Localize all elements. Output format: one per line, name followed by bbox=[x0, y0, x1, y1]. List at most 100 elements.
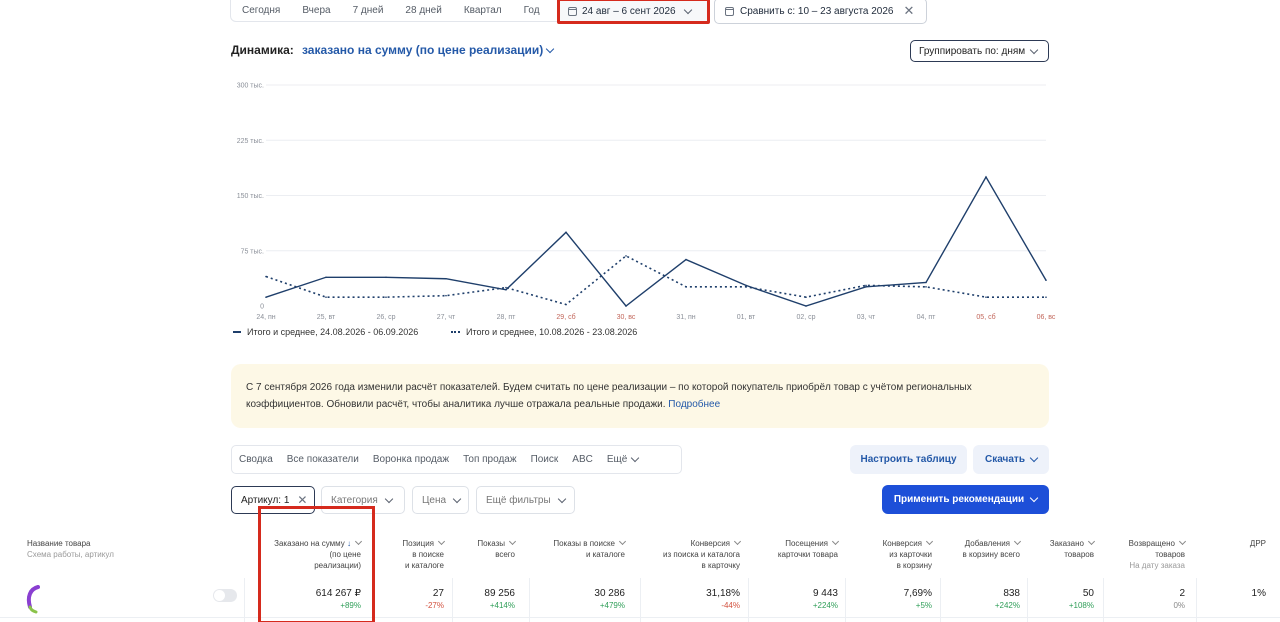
chevron-down-icon[interactable] bbox=[618, 537, 627, 546]
data-point-previous bbox=[445, 294, 447, 297]
cell-conversion-to-cart: 7,69% +5% bbox=[847, 588, 932, 612]
cell-value: 1% bbox=[1251, 588, 1266, 599]
cell-cart-additions: 838 +242% bbox=[925, 588, 1020, 612]
data-point-previous bbox=[265, 275, 267, 278]
data-point-previous bbox=[745, 286, 747, 288]
cell-ordered-items: 50 +108% bbox=[1029, 588, 1094, 612]
more-filters[interactable]: Ещё фильтры bbox=[476, 486, 575, 514]
tab-abc[interactable]: ABC bbox=[572, 454, 593, 465]
close-icon[interactable]: ✕ bbox=[903, 3, 915, 18]
cell-delta: -44% bbox=[721, 601, 740, 610]
data-point-current bbox=[745, 284, 747, 287]
data-point-previous bbox=[865, 284, 867, 287]
column-header-impressions-total[interactable]: Показы всего bbox=[455, 537, 517, 560]
sort-desc-icon[interactable]: ↓ bbox=[344, 539, 351, 548]
period-7-days-button[interactable]: 7 дней bbox=[352, 5, 384, 16]
article-filter[interactable]: Артикул: 1 ✕ bbox=[231, 486, 315, 514]
chevron-down-icon[interactable] bbox=[1087, 537, 1096, 546]
x-tick-label: 31, пн bbox=[676, 314, 695, 321]
calculation-notice: С 7 сентября 2026 года изменили расчёт п… bbox=[231, 364, 1049, 428]
tab-more[interactable]: Ещё bbox=[600, 453, 645, 465]
apply-recommendations-button[interactable]: Применить рекомендации bbox=[882, 485, 1049, 514]
column-header-ordered-sum[interactable]: Заказано на сумму ↓ (по цене реализации) bbox=[241, 537, 363, 571]
data-point-current bbox=[925, 281, 927, 284]
chevron-down-icon[interactable] bbox=[508, 537, 517, 546]
data-point-previous bbox=[385, 296, 387, 298]
column-header-text: и каталоге bbox=[404, 561, 444, 570]
column-header-text: Заказано bbox=[1029, 537, 1096, 549]
tab-top-sales[interactable]: Топ продаж bbox=[463, 454, 517, 465]
column-header-card-visits[interactable]: Посещения карточки товара bbox=[748, 537, 840, 560]
group-by-select[interactable]: Группировать по: дням bbox=[910, 40, 1049, 62]
row-divider bbox=[0, 617, 1280, 618]
chevron-down-icon[interactable] bbox=[1178, 537, 1187, 546]
cell-ordered-sum: 614 267 ₽ +89% bbox=[241, 588, 361, 612]
column-header-search-position[interactable]: Позиция в поиске и каталоге bbox=[374, 537, 446, 571]
period-today-button[interactable]: Сегодня bbox=[242, 5, 281, 16]
download-button[interactable]: Скачать bbox=[973, 445, 1049, 474]
column-divider bbox=[1027, 578, 1028, 622]
metric-selector[interactable]: заказано на сумму (по цене реализации) bbox=[302, 43, 555, 57]
legend-solid-swatch bbox=[233, 331, 241, 333]
column-header-text: ДРР bbox=[1249, 539, 1266, 548]
column-header-product[interactable]: Название товара Схема работы, артикул bbox=[27, 538, 114, 560]
article-filter-label: Артикул: 1 bbox=[241, 494, 290, 506]
close-icon[interactable]: ✕ bbox=[297, 493, 308, 507]
tab-all-metrics[interactable]: Все показатели bbox=[286, 454, 359, 465]
product-toggle[interactable] bbox=[213, 589, 237, 602]
product-thumbnail[interactable] bbox=[24, 583, 46, 615]
cell-impressions-total: 89 256 +414% bbox=[455, 588, 515, 612]
product-image-icon bbox=[26, 585, 40, 614]
column-header-ordered-items[interactable]: Заказано товаров bbox=[1029, 537, 1096, 560]
period-28-days-button[interactable]: 28 дней bbox=[405, 5, 442, 16]
column-header-conversion-to-card[interactable]: Конверсия из поиска и каталога в карточку bbox=[630, 537, 742, 571]
cell-delta: +224% bbox=[812, 601, 838, 610]
metric-label: заказано на сумму (по цене реализации) bbox=[302, 43, 544, 57]
column-header-conversion-to-cart[interactable]: Конверсия из карточки в корзину bbox=[847, 537, 934, 571]
x-tick-label: 27, чт bbox=[437, 314, 456, 321]
period-quarter-button[interactable]: Квартал bbox=[463, 5, 502, 16]
chevron-down-icon bbox=[1029, 453, 1039, 463]
cell-delta: +242% bbox=[994, 601, 1020, 610]
data-point-current bbox=[625, 305, 627, 307]
column-divider bbox=[1196, 578, 1197, 622]
notice-more-link[interactable]: Подробнее bbox=[668, 399, 721, 410]
tab-search[interactable]: Поиск bbox=[530, 454, 559, 465]
column-header-impressions-search[interactable]: Показы в поиске и каталоге bbox=[530, 537, 627, 560]
column-header-text: реализации) bbox=[314, 561, 361, 570]
chevron-down-icon bbox=[546, 44, 555, 53]
series-line-previous bbox=[265, 254, 1046, 306]
cell-value: 9 443 bbox=[812, 588, 838, 599]
category-filter[interactable]: Категория bbox=[321, 486, 405, 514]
period-yesterday-button[interactable]: Вчера bbox=[302, 5, 331, 16]
x-tick-label: 29, сб bbox=[556, 313, 575, 321]
data-point-current bbox=[985, 176, 987, 178]
column-divider bbox=[1103, 578, 1104, 622]
chevron-down-icon[interactable] bbox=[1013, 537, 1022, 546]
cell-delta: -27% bbox=[425, 601, 444, 610]
cell-value: 614 267 ₽ bbox=[315, 588, 361, 599]
configure-table-button[interactable]: Настроить таблицу bbox=[850, 445, 967, 474]
cell-delta: +5% bbox=[915, 601, 932, 610]
cell-value: 27 bbox=[432, 588, 444, 599]
column-header-drr[interactable]: ДРР bbox=[1226, 538, 1266, 549]
column-header-cart-additions[interactable]: Добавления в корзину всего bbox=[925, 537, 1022, 560]
chevron-down-icon[interactable] bbox=[733, 537, 742, 546]
data-point-current bbox=[325, 276, 327, 279]
chevron-down-icon[interactable] bbox=[831, 537, 840, 546]
compare-period-button[interactable]: Сравнить с: 10 – 23 августа 2026 ✕ bbox=[714, 0, 927, 24]
date-range-picker[interactable]: 24 авг – 6 сент 2026 bbox=[557, 0, 710, 24]
cell-value: 838 bbox=[1003, 588, 1020, 599]
tab-more-label: Ещё bbox=[606, 454, 628, 465]
tab-sales-funnel[interactable]: Воронка продаж bbox=[372, 454, 450, 465]
legend-item-previous: Итого и среднее, 10.08.2026 - 23.08.2026 bbox=[451, 327, 637, 337]
x-tick-label: 25, вт bbox=[317, 314, 336, 321]
x-tick-label: 24, пн bbox=[256, 314, 275, 321]
cell-conversion-to-card: 31,18% -44% bbox=[630, 588, 740, 612]
column-header-text: Возвращено bbox=[1095, 537, 1187, 549]
price-filter[interactable]: Цена bbox=[412, 486, 469, 514]
tab-summary[interactable]: Сводка bbox=[239, 454, 273, 465]
chevron-down-icon[interactable] bbox=[437, 537, 446, 546]
period-year-button[interactable]: Год bbox=[523, 5, 540, 16]
column-header-returned-items[interactable]: Возвращено товаров На дату заказа bbox=[1095, 537, 1187, 571]
